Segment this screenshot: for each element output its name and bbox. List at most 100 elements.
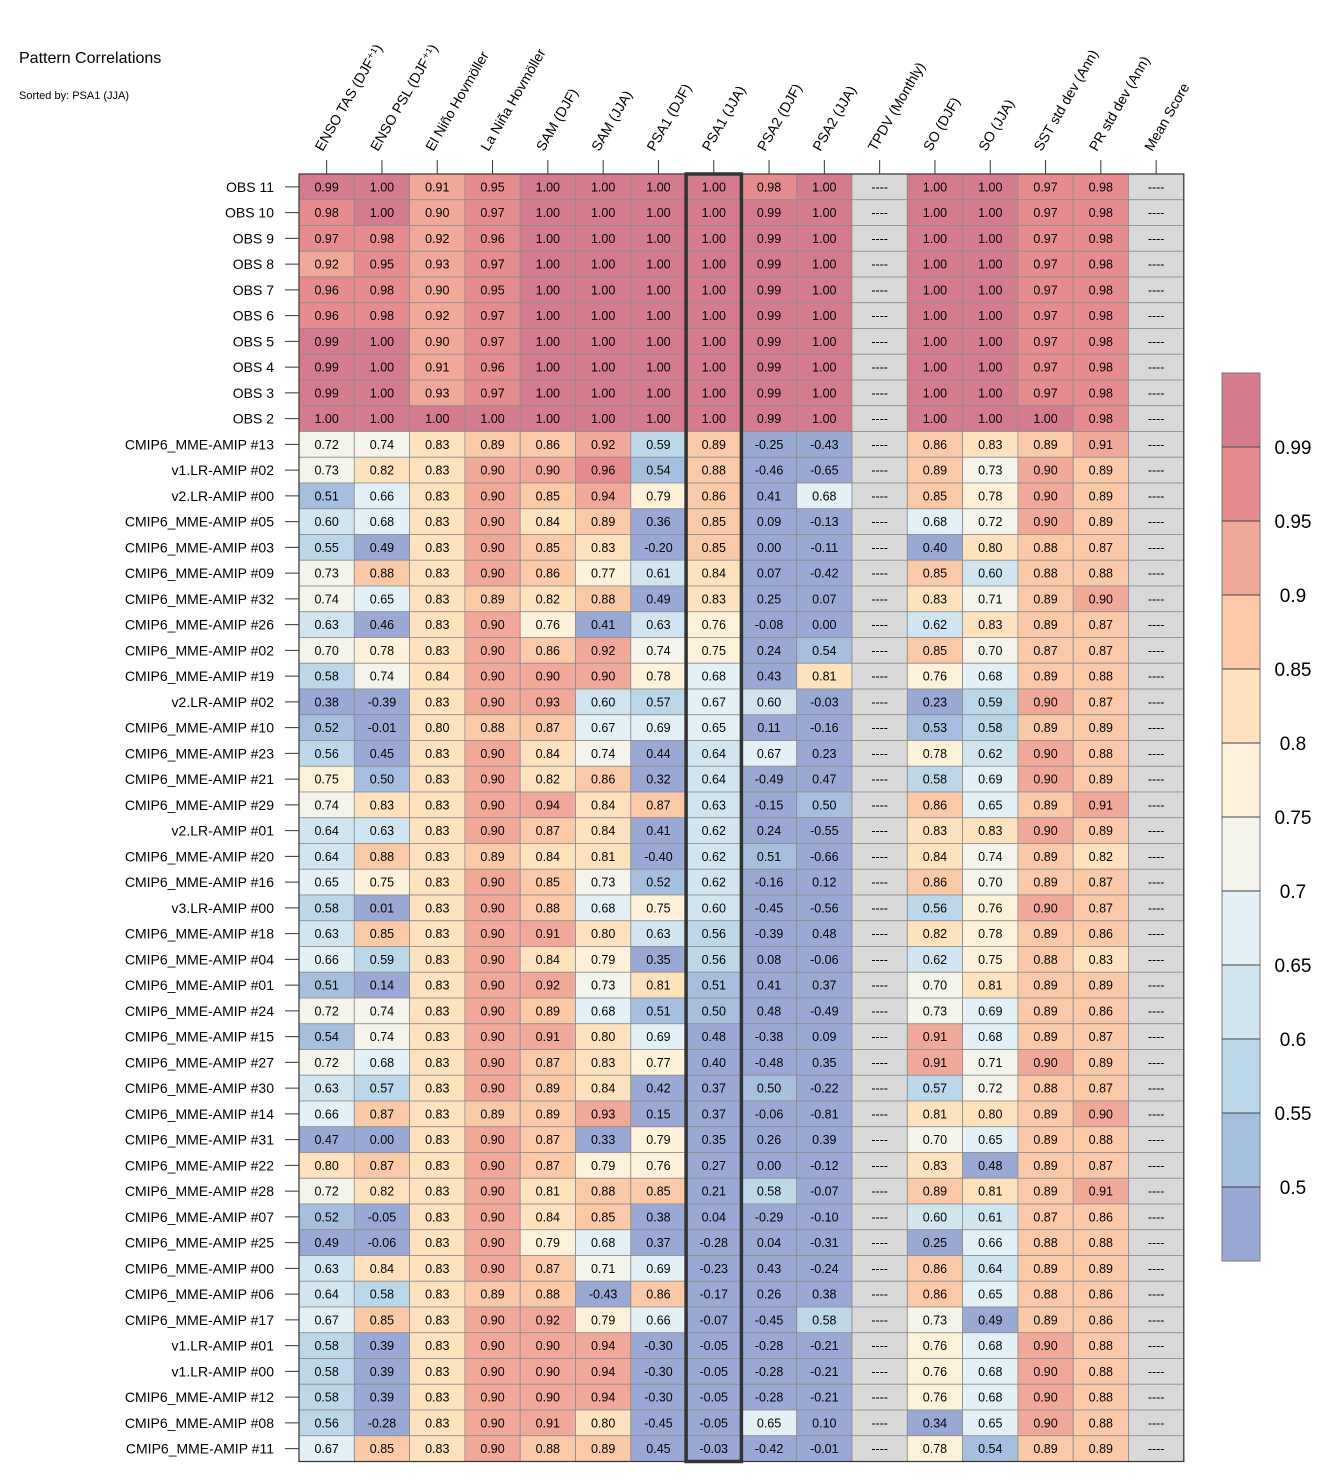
heatmap-cell bbox=[741, 1074, 798, 1102]
heatmap-cell bbox=[962, 1049, 1019, 1076]
heatmap-cell bbox=[741, 1126, 798, 1153]
cell-value: 0.83 bbox=[425, 824, 449, 838]
cell-value: 0.56 bbox=[314, 747, 338, 761]
heatmap-cell bbox=[409, 1280, 466, 1308]
cell-value: 0.58 bbox=[370, 1288, 394, 1302]
cell-value: 0.67 bbox=[757, 747, 781, 761]
heatmap-cell bbox=[630, 1177, 687, 1205]
cell-value: 0.74 bbox=[370, 1004, 394, 1018]
cell-value: 0.83 bbox=[425, 618, 449, 632]
cell-value: 0.14 bbox=[370, 979, 394, 993]
cell-value: 0.96 bbox=[314, 283, 338, 297]
cell-value: 0.89 bbox=[923, 464, 947, 478]
cell-value: 0.83 bbox=[425, 1133, 449, 1147]
cell-value: 0.88 bbox=[1089, 567, 1113, 581]
cell-value: 0.58 bbox=[314, 1339, 338, 1353]
heatmap-cell bbox=[353, 508, 410, 535]
cell-value: 0.44 bbox=[646, 747, 670, 761]
heatmap-cell bbox=[298, 482, 355, 510]
heatmap-cell bbox=[630, 276, 687, 304]
heatmap-cell bbox=[1128, 508, 1185, 535]
heatmap-cell bbox=[464, 379, 521, 407]
cell-value: 0.83 bbox=[923, 592, 947, 606]
heatmap-cell bbox=[796, 1049, 853, 1076]
cell-value: 1.00 bbox=[702, 412, 726, 426]
cell-value: -0.07 bbox=[810, 1185, 839, 1199]
cell-value: 0.59 bbox=[978, 695, 1002, 709]
cell-value: 0.60 bbox=[757, 695, 781, 709]
cell-value: 0.87 bbox=[1089, 644, 1113, 658]
cell-value: 0.59 bbox=[646, 438, 670, 452]
cell-value: 0.90 bbox=[480, 1416, 504, 1430]
heatmap-cell bbox=[298, 328, 355, 355]
heatmap-cell bbox=[409, 302, 466, 329]
cell-value: 0.84 bbox=[370, 1262, 394, 1276]
heatmap-cell bbox=[685, 791, 742, 819]
heatmap-cell bbox=[630, 920, 687, 947]
cell-value: 0.48 bbox=[812, 927, 836, 941]
heatmap-cell bbox=[409, 482, 466, 510]
column-label: SO (DJF) bbox=[920, 94, 963, 153]
heatmap-cell bbox=[1072, 843, 1129, 870]
heatmap-cell bbox=[464, 1126, 521, 1153]
cell-value: ---- bbox=[871, 798, 888, 812]
cell-value: 0.89 bbox=[480, 850, 504, 864]
cell-value: 0.99 bbox=[757, 386, 781, 400]
heatmap-cell bbox=[685, 405, 742, 432]
cell-value: 0.89 bbox=[1089, 489, 1113, 503]
cell-value: 0.89 bbox=[1033, 1262, 1057, 1276]
heatmap-cell bbox=[1072, 1203, 1129, 1231]
heatmap-cell bbox=[298, 1049, 355, 1076]
heatmap-cell bbox=[962, 843, 1019, 870]
heatmap-cell bbox=[630, 791, 687, 819]
cell-value: 1.00 bbox=[591, 335, 615, 349]
cell-value: 0.87 bbox=[1089, 1030, 1113, 1044]
cell-value: 0.82 bbox=[536, 773, 560, 787]
heatmap-cell bbox=[906, 431, 963, 458]
cell-value: ---- bbox=[1148, 258, 1165, 272]
heatmap-cell bbox=[353, 1383, 410, 1411]
cell-value: 0.89 bbox=[1089, 721, 1113, 735]
cell-value: 0.56 bbox=[702, 953, 726, 967]
cell-value: 0.90 bbox=[425, 206, 449, 220]
heatmap-cell bbox=[685, 1435, 742, 1462]
heatmap-cell bbox=[575, 328, 632, 355]
cell-value: 0.65 bbox=[757, 1416, 781, 1430]
cell-value: 0.83 bbox=[978, 824, 1002, 838]
heatmap-cell bbox=[519, 637, 576, 664]
cell-value: 0.93 bbox=[425, 386, 449, 400]
heatmap-cell bbox=[575, 1100, 632, 1128]
heatmap-cell bbox=[962, 302, 1019, 329]
cell-value: 0.38 bbox=[314, 695, 338, 709]
cell-value: 0.58 bbox=[314, 901, 338, 915]
heatmap-cell bbox=[796, 1435, 853, 1462]
cell-value: 0.89 bbox=[591, 1442, 615, 1456]
cell-value: 0.37 bbox=[702, 1082, 726, 1096]
cell-value: ---- bbox=[871, 412, 888, 426]
heatmap-cell bbox=[519, 1358, 576, 1385]
cell-value: ---- bbox=[871, 1133, 888, 1147]
heatmap-cell bbox=[630, 894, 687, 922]
cell-value: ---- bbox=[1148, 1004, 1165, 1018]
cell-value: 0.73 bbox=[591, 979, 615, 993]
cell-value: 0.24 bbox=[757, 824, 781, 838]
cell-value: 0.90 bbox=[1033, 1365, 1057, 1379]
heatmap-cell bbox=[851, 1023, 908, 1050]
cell-value: 0.79 bbox=[536, 1236, 560, 1250]
heatmap-cell bbox=[298, 456, 355, 484]
cell-value: 0.81 bbox=[536, 1185, 560, 1199]
cell-value: 0.91 bbox=[923, 1056, 947, 1070]
heatmap-cell bbox=[409, 1383, 466, 1411]
heatmap-cell bbox=[464, 1358, 521, 1385]
cell-value: 0.62 bbox=[702, 876, 726, 890]
cell-value: 0.99 bbox=[757, 335, 781, 349]
cell-value: 1.00 bbox=[923, 206, 947, 220]
cell-value: -0.42 bbox=[755, 1442, 784, 1456]
cell-value: ---- bbox=[871, 335, 888, 349]
cell-value: ---- bbox=[871, 644, 888, 658]
cell-value: 0.83 bbox=[425, 1185, 449, 1199]
cell-value: 1.00 bbox=[812, 335, 836, 349]
heatmap-cell bbox=[741, 508, 798, 535]
heatmap-cell bbox=[409, 637, 466, 664]
cell-value: 0.88 bbox=[1033, 541, 1057, 555]
